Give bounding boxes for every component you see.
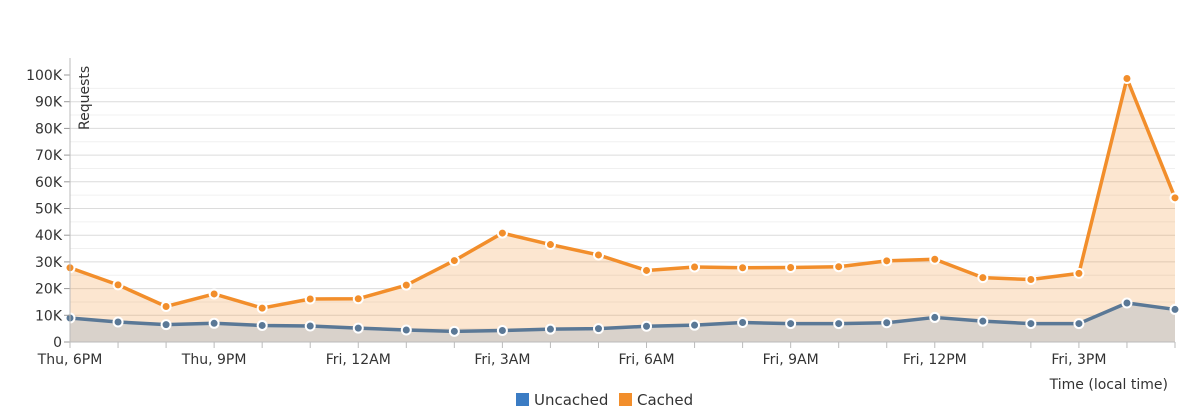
y-tick-label: 10K [35, 308, 63, 324]
uncached-point[interactable] [977, 315, 989, 327]
uncached-line [69, 301, 1176, 334]
legend-swatch-uncached [516, 393, 529, 406]
y-tick-label: 100K [26, 68, 63, 84]
series-lines [69, 76, 1177, 334]
cached-point[interactable] [1169, 192, 1181, 204]
uncached-point[interactable] [256, 319, 268, 331]
uncached-point[interactable] [592, 323, 604, 335]
x-tick-label: Fri, 6AM [618, 352, 674, 368]
y-tick-label: 0 [53, 335, 62, 351]
cached-point[interactable] [304, 293, 316, 305]
x-axis-title: Time (local time) [1049, 377, 1168, 393]
uncached-point[interactable] [1121, 297, 1133, 309]
uncached-point[interactable] [833, 318, 845, 330]
cached-point[interactable] [833, 261, 845, 273]
x-tick-label: Fri, 12PM [903, 352, 967, 368]
uncached-point[interactable] [1025, 318, 1037, 330]
cached-point[interactable] [785, 262, 797, 274]
cached-area [70, 78, 1175, 342]
legend-label-cached: Cached [637, 391, 693, 409]
cached-point[interactable] [1121, 72, 1133, 84]
y-tick-label: 90K [35, 95, 63, 111]
cached-point[interactable] [1025, 274, 1037, 286]
y-tick-label: 80K [35, 121, 63, 137]
cached-point[interactable] [689, 261, 701, 273]
uncached-point[interactable] [1073, 318, 1085, 330]
cached-point[interactable] [160, 300, 172, 312]
cached-point[interactable] [400, 279, 412, 291]
legend-label-uncached: Uncached [534, 391, 608, 409]
uncached-point[interactable] [785, 318, 797, 330]
cached-point[interactable] [496, 227, 508, 239]
y-tick-label: 30K [35, 255, 63, 271]
y-tick-label: 60K [35, 175, 63, 191]
cached-point[interactable] [592, 249, 604, 261]
uncached-point[interactable] [544, 323, 556, 335]
y-tick-label: 70K [35, 148, 63, 164]
cached-point[interactable] [1073, 267, 1085, 279]
uncached-point[interactable] [352, 322, 364, 334]
cached-line [69, 76, 1177, 310]
uncached-point[interactable] [496, 325, 508, 337]
cached-point[interactable] [208, 288, 220, 300]
area-fills [70, 78, 1175, 342]
legend-swatch-cached [619, 393, 632, 406]
cached-point[interactable] [929, 253, 941, 265]
y-axis-title: Requests [77, 66, 93, 130]
x-tick-label: Fri, 3AM [474, 352, 530, 368]
cached-point[interactable] [544, 239, 556, 251]
uncached-point[interactable] [689, 319, 701, 331]
axes: 0 10K 20K 30K 40K 50K 60K 70K 80K 90K 100K Thu, 6PM… [26, 58, 1176, 368]
uncached-point[interactable] [929, 311, 941, 323]
uncached-point[interactable] [160, 319, 172, 331]
uncached-point[interactable] [304, 320, 316, 332]
x-tick-label: Fri, 3PM [1051, 352, 1106, 368]
cached-point[interactable] [256, 302, 268, 314]
cached-point[interactable] [352, 293, 364, 305]
uncached-point[interactable] [737, 317, 749, 329]
legend-item-uncached[interactable]: Uncached [516, 391, 608, 409]
legend: Uncached Cached [516, 391, 693, 409]
grid-lines [70, 87, 1175, 343]
uncached-area [70, 303, 1175, 342]
cached-point[interactable] [112, 279, 124, 291]
uncached-point[interactable] [641, 320, 653, 332]
uncached-point[interactable] [448, 325, 460, 337]
x-tick-label: Fri, 9AM [763, 352, 819, 368]
cached-point[interactable] [737, 262, 749, 274]
x-tick-label: Thu, 6PM [37, 352, 103, 368]
uncached-point[interactable] [112, 316, 124, 328]
y-tick-label: 40K [35, 228, 63, 244]
x-tick-label: Fri, 12AM [326, 352, 391, 368]
cached-point[interactable] [881, 255, 893, 267]
x-tick-label: Thu, 9PM [181, 352, 247, 368]
uncached-point[interactable] [208, 317, 220, 329]
y-tick-label: 20K [35, 282, 63, 298]
legend-item-cached[interactable]: Cached [619, 391, 693, 409]
cached-point[interactable] [977, 272, 989, 284]
uncached-point[interactable] [881, 317, 893, 329]
cached-point[interactable] [641, 264, 653, 276]
y-tick-label: 50K [35, 202, 63, 218]
uncached-point[interactable] [400, 324, 412, 336]
cached-point[interactable] [448, 255, 460, 267]
uncached-point[interactable] [1169, 303, 1181, 315]
